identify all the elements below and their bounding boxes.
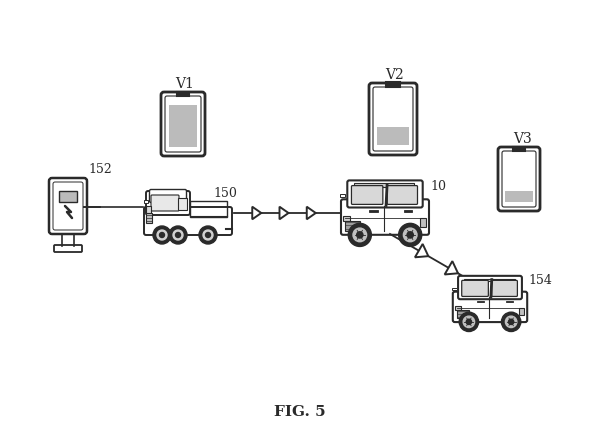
Bar [477, 301, 484, 302]
Text: FIG. 5: FIG. 5 [274, 405, 326, 419]
Polygon shape [252, 207, 261, 219]
Bar [169, 105, 197, 147]
FancyBboxPatch shape [491, 280, 517, 296]
FancyBboxPatch shape [458, 276, 522, 299]
Circle shape [176, 233, 181, 237]
Circle shape [403, 228, 417, 242]
FancyBboxPatch shape [341, 199, 429, 235]
FancyBboxPatch shape [453, 292, 527, 322]
Bar [144, 200, 148, 203]
FancyBboxPatch shape [462, 280, 488, 296]
Bar [457, 310, 469, 318]
Bar [455, 306, 461, 310]
Bar [377, 127, 409, 145]
Text: V2: V2 [385, 68, 404, 82]
FancyBboxPatch shape [144, 207, 232, 235]
Bar [404, 210, 412, 212]
FancyBboxPatch shape [347, 181, 423, 207]
FancyBboxPatch shape [151, 195, 179, 211]
Circle shape [348, 224, 371, 247]
Bar [353, 184, 415, 187]
Bar [386, 82, 400, 87]
Bar [146, 213, 152, 223]
Bar [343, 216, 350, 221]
Text: 10: 10 [430, 180, 446, 193]
FancyBboxPatch shape [387, 186, 418, 204]
FancyBboxPatch shape [161, 92, 205, 156]
Text: V1: V1 [175, 77, 194, 91]
Circle shape [508, 319, 514, 325]
Circle shape [407, 232, 413, 238]
Bar [519, 308, 524, 315]
Circle shape [173, 230, 183, 240]
Circle shape [398, 224, 422, 247]
Circle shape [459, 312, 479, 332]
Circle shape [505, 316, 517, 328]
Bar [59, 191, 77, 202]
Bar [178, 198, 187, 210]
Circle shape [356, 232, 363, 238]
Bar [146, 206, 151, 214]
Polygon shape [280, 207, 289, 219]
Bar [177, 92, 189, 96]
FancyBboxPatch shape [49, 178, 87, 234]
Bar [452, 287, 457, 290]
Circle shape [466, 319, 472, 325]
Bar [513, 147, 525, 151]
Circle shape [157, 230, 167, 240]
Circle shape [169, 226, 187, 244]
Text: 154: 154 [528, 274, 552, 287]
FancyBboxPatch shape [352, 186, 383, 204]
Text: V3: V3 [513, 132, 532, 146]
FancyBboxPatch shape [369, 83, 417, 155]
Circle shape [463, 316, 475, 328]
Bar [419, 218, 426, 227]
Bar [369, 210, 377, 212]
Circle shape [502, 312, 521, 332]
FancyBboxPatch shape [498, 147, 540, 211]
Bar [190, 201, 227, 217]
FancyBboxPatch shape [149, 190, 187, 203]
Circle shape [353, 228, 367, 242]
Text: 152: 152 [88, 163, 112, 176]
Bar [464, 279, 515, 281]
Polygon shape [445, 261, 458, 274]
FancyBboxPatch shape [146, 191, 190, 215]
Polygon shape [415, 244, 428, 257]
FancyBboxPatch shape [54, 245, 82, 252]
Text: 150: 150 [213, 187, 237, 200]
Bar [340, 194, 345, 197]
Bar [506, 301, 513, 302]
Circle shape [153, 226, 171, 244]
Circle shape [199, 226, 217, 244]
Polygon shape [307, 207, 316, 219]
Bar [345, 221, 360, 231]
Circle shape [205, 233, 211, 237]
Circle shape [160, 233, 164, 237]
Circle shape [203, 230, 213, 240]
Bar [505, 191, 533, 202]
